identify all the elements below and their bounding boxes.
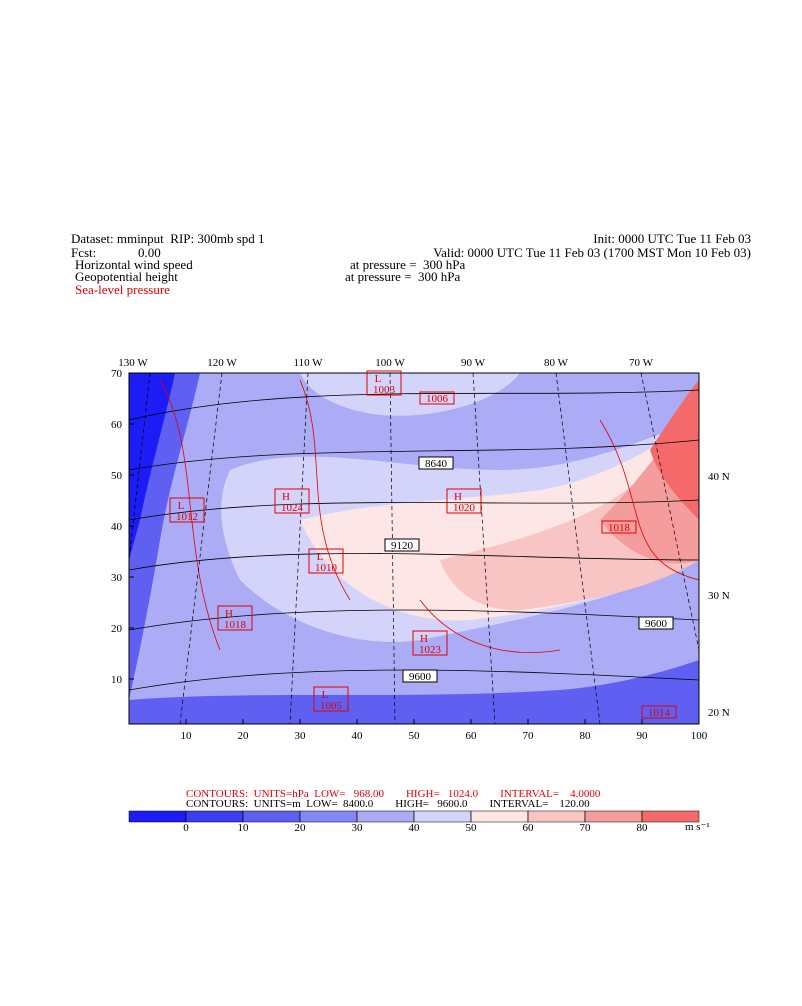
y-tick-label: 70	[111, 368, 123, 380]
colorbar-swatch	[299, 810, 358, 823]
pressure-kind: L	[178, 500, 185, 512]
y-tick-label: 60	[111, 419, 123, 431]
lon-label: 130 W	[118, 357, 148, 369]
height-box	[638, 616, 674, 630]
x-tick-label: 20	[238, 730, 250, 742]
pressure-box	[601, 520, 637, 534]
colorbar-tick-label: 60	[523, 822, 535, 834]
pressure-kind: L	[375, 373, 382, 385]
pressure-kind: H	[420, 633, 428, 645]
pressure-box	[641, 705, 677, 719]
y-tick-label: 30	[111, 572, 123, 584]
pressure-box	[412, 630, 448, 656]
pressure-kind: H	[454, 491, 462, 503]
height-label: 9600	[409, 671, 432, 683]
fcst-label: Fcst:	[71, 245, 96, 260]
height-label: 9600	[645, 618, 668, 630]
lon-label: 80 W	[544, 357, 569, 369]
lat-label: 20 N	[708, 707, 730, 719]
field-name: Horizontal wind speed	[75, 257, 193, 272]
contour-info: CONTOURS: UNITS=hPa LOW= 968.00 HIGH= 10…	[186, 788, 601, 800]
lon-label: 100 W	[375, 357, 405, 369]
lat-label: 30 N	[708, 590, 730, 602]
y-tick-label: 40	[111, 521, 123, 533]
field-level: at pressure = 300 hPa	[345, 269, 461, 284]
x-tick-label: 70	[523, 730, 535, 742]
pressure-kind: L	[317, 551, 324, 563]
colorbar-swatch	[356, 810, 415, 823]
pressure-kind: H	[225, 608, 233, 620]
x-tick-label: 100	[691, 730, 708, 742]
y-tick-label: 20	[111, 623, 123, 635]
field-name: Geopotential height	[75, 269, 178, 284]
field-level: at pressure = 300 hPa	[350, 257, 466, 272]
colorbar-swatch	[527, 810, 586, 823]
colorbar-swatch	[185, 810, 244, 823]
height-label: 9120	[391, 540, 414, 552]
colorbar-tick-label: 30	[352, 822, 364, 834]
colorbar-tick-label: 0	[183, 822, 189, 834]
colorbar-swatch	[242, 810, 301, 823]
pressure-value: 1018	[608, 522, 631, 534]
pressure-value: 1024	[281, 502, 304, 514]
height-box	[418, 456, 454, 470]
pressure-kind: H	[282, 491, 290, 503]
pressure-value: 1012	[176, 511, 198, 523]
pressure-value: 1014	[648, 707, 671, 719]
colorbar-tick-label: 10	[238, 822, 250, 834]
colorbar-unit: m s⁻¹	[685, 821, 710, 833]
colorbar-swatch	[641, 810, 700, 823]
pressure-box	[169, 497, 205, 523]
lon-label: 110 W	[293, 357, 323, 369]
colorbar-swatch	[128, 810, 187, 823]
pressure-value: 1023	[419, 644, 442, 656]
colorbar-tick-label: 50	[466, 822, 478, 834]
height-box	[384, 538, 420, 552]
y-tick-label: 50	[111, 470, 123, 482]
pressure-value: 1005	[320, 700, 343, 712]
x-tick-label: 10	[181, 730, 193, 742]
colorbar-tick-label: 80	[637, 822, 649, 834]
lon-label: 90 W	[461, 357, 486, 369]
colorbar-tick-label: 70	[580, 822, 592, 834]
colorbar-swatch	[470, 810, 529, 823]
pressure-value: 1003	[373, 384, 396, 396]
height-box	[402, 669, 438, 683]
pressure-kind: L	[322, 689, 329, 701]
lon-label: 70 W	[629, 357, 654, 369]
lat-label: 40 N	[708, 471, 730, 483]
pressure-value: 1018	[224, 619, 247, 631]
x-tick-label: 80	[580, 730, 592, 742]
pressure-box	[308, 548, 344, 574]
pressure-box	[313, 686, 349, 712]
x-tick-label: 30	[295, 730, 307, 742]
colorbar-swatch	[413, 810, 472, 823]
contour-info: CONTOURS: UNITS=m LOW= 8400.0 HIGH= 9600…	[186, 798, 590, 810]
x-tick-label: 50	[409, 730, 421, 742]
colorbar-swatch	[584, 810, 643, 823]
x-tick-label: 40	[352, 730, 364, 742]
x-tick-label: 60	[466, 730, 478, 742]
pressure-box	[274, 488, 310, 514]
pressure-box	[217, 605, 253, 631]
pressure-value: 1006	[426, 393, 449, 405]
dataset: Dataset: mminput RIP: 300mb spd 1	[71, 231, 265, 246]
pressure-box	[419, 391, 455, 405]
field-name: Sea-level pressure	[75, 282, 170, 297]
pressure-value: 1010	[315, 562, 338, 574]
height-label: 8640	[425, 458, 448, 470]
valid: Valid: 0000 UTC Tue 11 Feb 03 (1700 MST …	[433, 245, 751, 260]
fcst-value: 0.00	[138, 245, 161, 260]
colorbar-tick-label: 20	[295, 822, 307, 834]
lon-label: 120 W	[207, 357, 237, 369]
pressure-box	[366, 370, 402, 396]
y-tick-label: 10	[111, 674, 123, 686]
pressure-box	[446, 488, 482, 514]
x-tick-label: 90	[637, 730, 649, 742]
init: Init: 0000 UTC Tue 11 Feb 03	[593, 231, 751, 246]
colorbar-tick-label: 40	[409, 822, 421, 834]
pressure-value: 1020	[453, 502, 476, 514]
